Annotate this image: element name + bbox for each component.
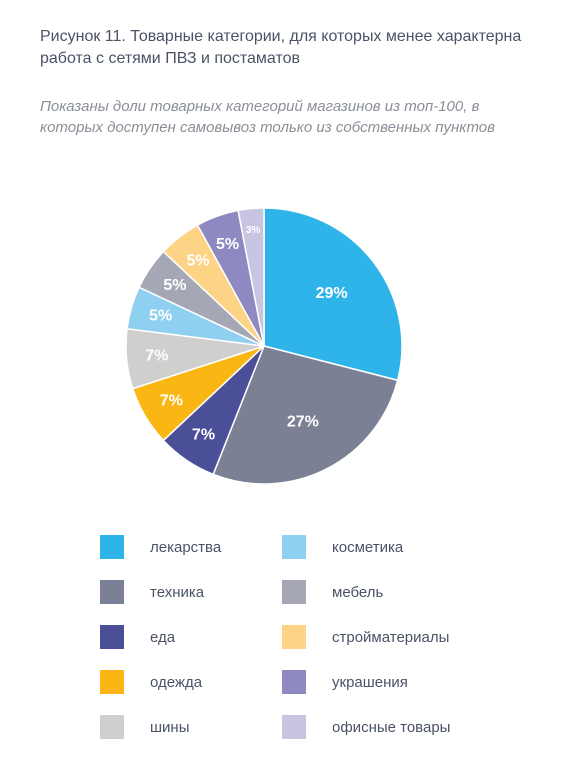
legend-item: лекарства (100, 533, 221, 561)
legend-swatch (282, 715, 306, 739)
pie-slice-2 (212, 345, 399, 485)
legend-label: косметика (332, 538, 404, 556)
slice-label-5: 7% (145, 348, 168, 365)
slice-label-2: 27% (287, 414, 319, 431)
legend-swatch (282, 625, 306, 649)
legend-swatch (100, 715, 124, 739)
chart-title: Рисунок 11. Товарные категории, для кото… (40, 28, 522, 67)
legend-swatch (282, 580, 306, 604)
pie-slice-1 (263, 207, 403, 382)
legend-swatch (100, 580, 124, 604)
pie-slices (125, 207, 403, 485)
legend-swatch (282, 535, 306, 559)
legend-item: украшения (282, 668, 408, 696)
slice-label-8: 5% (186, 252, 209, 269)
legend-swatch (100, 535, 124, 559)
legend-label: одежда (150, 673, 203, 691)
legend-label: шины (150, 718, 190, 736)
legend-item: шины (100, 713, 189, 741)
slice-label-9: 5% (216, 236, 239, 253)
legend-swatch (282, 670, 306, 694)
chart-subtitle: Показаны доли товарных категорий магазин… (40, 98, 495, 136)
legend-label: еда (150, 628, 176, 646)
legend-item: косметика (282, 533, 403, 561)
legend-item: стройматериалы (282, 623, 449, 651)
legend-item: офисные товары (282, 713, 450, 741)
legend-item: мебель (282, 578, 383, 606)
legend-label: мебель (332, 583, 384, 601)
legend-swatch (100, 625, 124, 649)
slice-label-3: 7% (192, 427, 215, 444)
pie-labels: 29%27%7%7%7%5%5%5%5%3% (145, 225, 347, 443)
legend-label: украшения (332, 673, 408, 691)
slice-label-10: 3% (246, 225, 261, 236)
slice-label-7: 5% (163, 277, 186, 294)
slice-label-1: 29% (316, 285, 348, 302)
legend-swatch (100, 670, 124, 694)
legend-label: техника (150, 583, 205, 601)
legend-label: стройматериалы (332, 628, 450, 646)
legend-label: лекарства (150, 538, 222, 556)
slice-label-4: 7% (160, 392, 183, 409)
legend-item: еда (100, 623, 175, 651)
legend-item: одежда (100, 668, 202, 696)
legend-item: техника (100, 578, 204, 606)
slice-label-6: 5% (149, 307, 172, 324)
legend-label: офисные товары (332, 718, 451, 736)
pie-slice-10 (237, 207, 265, 347)
